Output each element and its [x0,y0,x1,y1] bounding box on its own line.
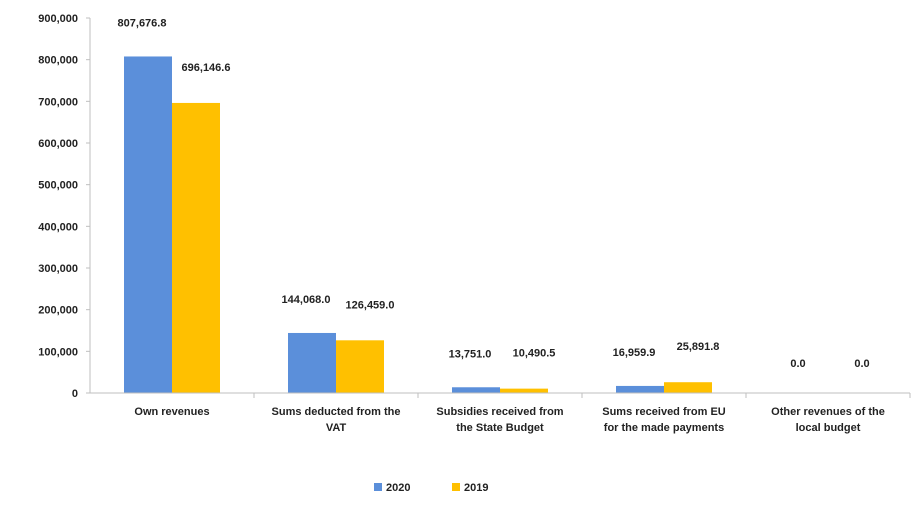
y-tick-label: 300,000 [38,263,78,275]
bar-2019-2 [500,388,548,393]
category-label: VAT [326,422,347,434]
category-label: Subsidies received from [436,406,563,418]
y-tick-label: 800,000 [38,55,78,67]
data-label-2020-2: 13,751.0 [449,348,492,360]
data-label-2019-2: 10,490.5 [513,348,556,360]
category-label: Own revenues [134,406,209,418]
data-label-2019-4: 0.0 [854,358,869,370]
bar-2020-3 [616,385,664,393]
bar-2020-2 [452,387,500,393]
data-label-2020-3: 16,959.9 [613,347,656,359]
y-tick-label: 400,000 [38,221,78,233]
data-labels: 807,676.8 696,146.6 144,068.0 126,459.0 13,7… [118,17,870,370]
data-label-2020-4: 0.0 [790,358,805,370]
category-label: Sums received from EU [602,406,726,418]
category-label: local budget [796,422,861,434]
legend-label-2019: 2019 [464,482,488,494]
category-label: for the made payments [604,422,724,434]
y-tick-label: 900,000 [38,13,78,25]
y-tick-label: 600,000 [38,138,78,150]
bar-2020-1 [288,332,336,393]
legend-swatch-2019 [452,483,460,491]
x-axis: Own revenues Sums deducted from the VAT Sub… [90,392,911,434]
category-label: Other revenues of the [771,406,885,418]
category-label: Sums deducted from the [272,406,401,418]
data-label-2019-3: 25,891.8 [677,341,720,353]
bars [124,56,712,394]
y-tick-label: 200,000 [38,305,78,317]
bar-2020-0 [124,56,172,394]
bar-2019-3 [664,382,712,393]
data-label-2020-1: 144,068.0 [282,294,331,306]
legend: 2020 2019 [374,482,488,494]
legend-swatch-2020 [374,483,382,491]
y-axis: 0 100,000 200,000 300,000 400,000 500,000 600,… [38,13,91,400]
data-label-2019-1: 126,459.0 [346,299,395,311]
data-label-2019-0: 696,146.6 [182,62,231,74]
category-label: the State Budget [456,422,544,434]
y-tick-label: 100,000 [38,346,78,358]
bar-2019-0 [172,102,220,394]
y-tick-label: 500,000 [38,180,78,192]
legend-label-2020: 2020 [386,482,410,494]
data-label-2020-0: 807,676.8 [118,17,167,29]
y-tick-label: 0 [72,388,78,400]
bar-2019-1 [336,340,384,393]
y-tick-label: 700,000 [38,96,78,108]
